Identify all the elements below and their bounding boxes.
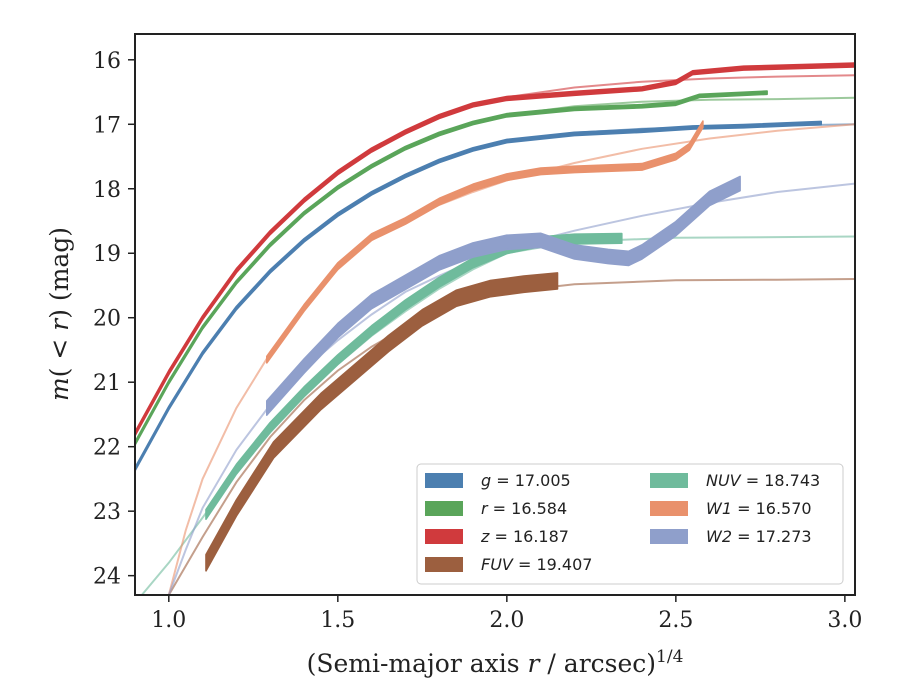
x-tick-label: 3.0 [827,608,862,633]
data-band-NUV [205,232,623,520]
model-curve-W2 [167,182,855,595]
legend: g = 17.005 r = 16.584 z = 16.187 FUV = 19.4… [416,463,844,585]
legend-label-NUV: NUV = 18.743 [706,471,820,490]
legend-swatch-W1 [650,501,688,516]
data-bands [135,62,855,572]
plot-area [135,62,855,595]
x-tick-label: 2.0 [489,608,524,633]
y-axis-label: m( < r) (mag) [45,227,74,401]
y-tick-label: 23 [93,500,121,525]
y-tick-label: 18 [93,178,121,203]
data-band-FUV [205,272,559,572]
legend-swatch-NUV [650,473,688,488]
y-tick-label: 17 [93,113,121,138]
legend-label-r: r = 16.584 [481,499,567,518]
x-tick-label: 1.5 [320,608,355,633]
legend-swatch-r [425,501,463,516]
model-curve-r [135,96,855,444]
plot-frame [134,33,856,596]
x-axis-label: (Semi-major axis r / arcsec)1/4 [307,647,684,678]
x-tick-label: 2.5 [658,608,693,633]
y-axis: 16 17 18 19 20 21 22 23 24 [93,49,135,590]
data-band-r [135,90,768,446]
legend-label-W2: W2 = 17.273 [706,527,812,546]
y-tick-label: 19 [93,242,121,267]
data-band-g [135,120,822,472]
legend-label-FUV: FUV = 19.407 [481,555,592,574]
data-band-W1 [266,120,704,364]
legend-frame [416,463,844,585]
legend-swatch-g [425,473,463,488]
legend-label-g: g = 17.005 [481,471,571,490]
data-band-z [135,62,855,437]
legend-swatch-FUV [425,557,463,572]
legend-swatch-W2 [650,529,688,544]
legend-swatch-z [425,529,463,544]
x-axis: 1.0 1.5 2.0 2.5 3.0 [151,595,862,633]
legend-label-z: z = 16.187 [480,527,569,546]
y-tick-label: 16 [93,49,121,74]
y-tick-label: 22 [93,436,121,461]
y-tick-label: 21 [93,371,121,396]
y-tick-label: 20 [93,307,121,332]
x-tick-label: 1.0 [151,608,186,633]
legend-label-W1: W1 = 16.570 [706,499,812,518]
y-tick-label: 24 [93,565,121,590]
data-band-W2 [266,175,741,416]
